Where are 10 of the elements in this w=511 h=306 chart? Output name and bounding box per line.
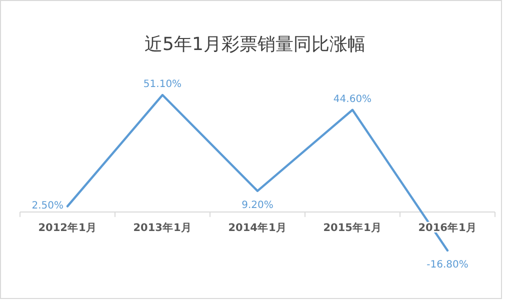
data-label: 51.10%: [143, 79, 182, 90]
data-label: 9.20%: [242, 200, 274, 211]
data-label: 44.60%: [333, 94, 372, 105]
x-tick-label: 2015年1月: [323, 221, 382, 234]
data-label: 2.50%: [32, 200, 64, 212]
x-tick-label: 2014年1月: [228, 221, 287, 234]
x-tick-label: 2012年1月: [38, 221, 97, 234]
x-tick-label: 2013年1月: [133, 221, 192, 234]
chart-title: 近5年1月彩票销量同比涨幅: [144, 34, 366, 55]
data-label: -16.80%: [426, 259, 468, 270]
